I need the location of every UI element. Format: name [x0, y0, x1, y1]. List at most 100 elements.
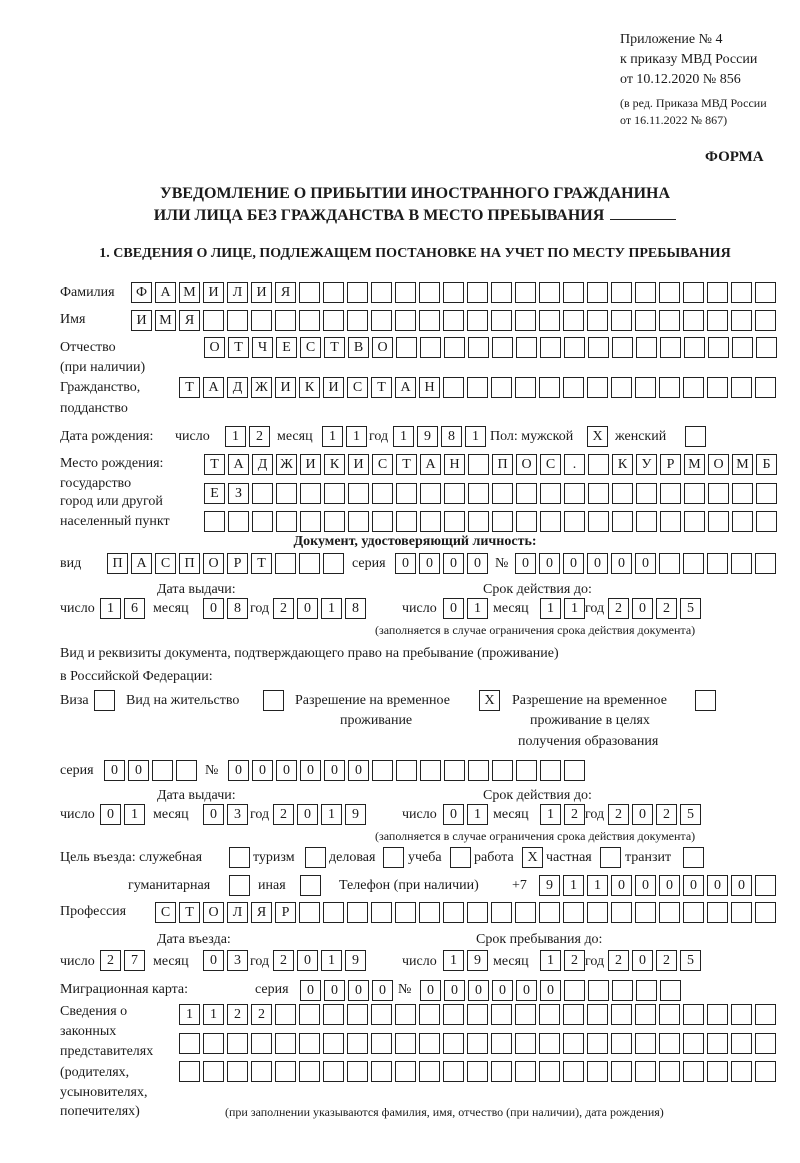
char-cell[interactable] [491, 282, 512, 303]
char-cell[interactable] [612, 483, 633, 504]
char-cell[interactable] [563, 1004, 584, 1025]
char-cell[interactable]: 0 [611, 553, 632, 574]
char-cell[interactable]: 1 [321, 598, 342, 619]
char-cell[interactable] [443, 902, 464, 923]
char-cell[interactable] [275, 310, 296, 331]
char-cell[interactable] [563, 282, 584, 303]
char-cell[interactable]: И [300, 454, 321, 475]
char-cell[interactable] [707, 902, 728, 923]
char-cell[interactable]: 1 [124, 804, 145, 825]
char-cell[interactable]: 0 [104, 760, 125, 781]
checkbox[interactable] [685, 426, 706, 447]
char-cell[interactable] [731, 282, 752, 303]
char-cell[interactable] [516, 511, 537, 532]
char-cell[interactable] [300, 511, 321, 532]
char-cell[interactable] [443, 377, 464, 398]
char-cell[interactable]: 0 [348, 760, 369, 781]
char-cell[interactable] [564, 980, 585, 1001]
char-cell[interactable] [419, 1004, 440, 1025]
char-cell[interactable] [203, 1061, 224, 1082]
char-cell[interactable]: Л [227, 902, 248, 923]
char-cell[interactable] [636, 511, 657, 532]
char-cell[interactable] [371, 282, 392, 303]
char-cell[interactable] [275, 1004, 296, 1025]
char-cell[interactable] [348, 483, 369, 504]
char-cell[interactable]: 2 [251, 1004, 272, 1025]
char-cell[interactable] [588, 980, 609, 1001]
char-cell[interactable]: М [179, 282, 200, 303]
char-cell[interactable]: 0 [300, 980, 321, 1001]
char-cell[interactable]: 0 [228, 760, 249, 781]
checkbox[interactable]: X [522, 847, 543, 868]
checkbox[interactable] [450, 847, 471, 868]
char-cell[interactable] [587, 310, 608, 331]
char-cell[interactable] [684, 511, 705, 532]
char-cell[interactable] [323, 902, 344, 923]
char-cell[interactable] [227, 1061, 248, 1082]
char-cell[interactable] [635, 377, 656, 398]
char-cell[interactable]: 0 [297, 804, 318, 825]
char-cell[interactable]: К [324, 454, 345, 475]
char-cell[interactable]: 0 [611, 875, 632, 896]
char-cell[interactable] [563, 377, 584, 398]
char-cell[interactable] [612, 511, 633, 532]
char-cell[interactable]: 5 [680, 598, 701, 619]
char-cell[interactable]: 2 [273, 950, 294, 971]
char-cell[interactable]: 2 [273, 598, 294, 619]
char-cell[interactable]: М [732, 454, 753, 475]
char-cell[interactable] [491, 1004, 512, 1025]
char-cell[interactable] [731, 902, 752, 923]
char-cell[interactable]: 8 [345, 598, 366, 619]
char-cell[interactable]: 5 [680, 804, 701, 825]
char-cell[interactable] [588, 337, 609, 358]
char-cell[interactable]: 7 [124, 950, 145, 971]
char-cell[interactable] [611, 1033, 632, 1054]
char-cell[interactable]: 2 [100, 950, 121, 971]
char-cell[interactable]: Ф [131, 282, 152, 303]
char-cell[interactable]: 1 [467, 598, 488, 619]
char-cell[interactable]: Е [204, 483, 225, 504]
char-cell[interactable] [731, 1033, 752, 1054]
char-cell[interactable] [515, 1004, 536, 1025]
checkbox[interactable] [94, 690, 115, 711]
char-cell[interactable] [372, 760, 393, 781]
char-cell[interactable] [396, 337, 417, 358]
char-cell[interactable] [467, 1033, 488, 1054]
char-cell[interactable] [251, 1033, 272, 1054]
char-cell[interactable] [371, 1004, 392, 1025]
char-cell[interactable] [659, 282, 680, 303]
char-cell[interactable] [660, 337, 681, 358]
checkbox[interactable]: X [479, 690, 500, 711]
char-cell[interactable] [731, 310, 752, 331]
char-cell[interactable] [563, 1033, 584, 1054]
char-cell[interactable]: С [372, 454, 393, 475]
char-cell[interactable] [443, 1004, 464, 1025]
char-cell[interactable] [756, 511, 777, 532]
char-cell[interactable]: А [420, 454, 441, 475]
char-cell[interactable] [492, 511, 513, 532]
char-cell[interactable] [564, 760, 585, 781]
char-cell[interactable]: К [299, 377, 320, 398]
char-cell[interactable]: 2 [564, 804, 585, 825]
char-cell[interactable] [515, 377, 536, 398]
char-cell[interactable] [707, 1033, 728, 1054]
char-cell[interactable]: С [155, 902, 176, 923]
char-cell[interactable] [395, 1004, 416, 1025]
char-cell[interactable]: 0 [516, 980, 537, 1001]
checkbox[interactable] [229, 875, 250, 896]
char-cell[interactable] [683, 553, 704, 574]
char-cell[interactable] [179, 1033, 200, 1054]
char-cell[interactable]: 1 [203, 1004, 224, 1025]
char-cell[interactable]: Н [419, 377, 440, 398]
char-cell[interactable]: 0 [632, 598, 653, 619]
char-cell[interactable]: 1 [587, 875, 608, 896]
char-cell[interactable] [660, 511, 681, 532]
char-cell[interactable]: Б [756, 454, 777, 475]
char-cell[interactable]: 0 [100, 804, 121, 825]
char-cell[interactable]: А [131, 553, 152, 574]
char-cell[interactable] [732, 511, 753, 532]
char-cell[interactable]: Ж [276, 454, 297, 475]
checkbox[interactable] [300, 875, 321, 896]
char-cell[interactable]: 0 [515, 553, 536, 574]
char-cell[interactable] [708, 511, 729, 532]
